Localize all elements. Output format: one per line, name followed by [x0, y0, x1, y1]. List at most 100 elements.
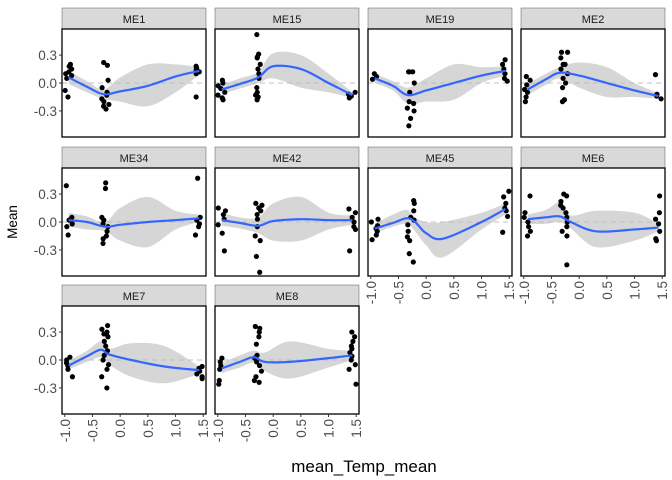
x-tick-label: -1.0 [58, 419, 73, 442]
x-tick-label: 1.0 [322, 419, 337, 438]
facet-panel-me1: ME1 -0.3 0.0 0.3 [34, 7, 207, 138]
smooth-line [374, 69, 506, 97]
data-point [564, 224, 570, 230]
panel-content [521, 49, 665, 105]
data-point [69, 221, 75, 227]
panel-border [520, 167, 666, 277]
smooth-line [68, 69, 200, 96]
smooth-line [221, 218, 353, 227]
data-point [256, 362, 263, 369]
data-point [105, 322, 111, 329]
data-point [255, 66, 261, 72]
data-point [256, 329, 262, 335]
data-point [369, 76, 376, 82]
data-point [215, 205, 221, 211]
data-point [523, 94, 529, 100]
data-point [100, 240, 106, 247]
data-point [220, 211, 226, 218]
data-point [194, 371, 200, 377]
panel-content [215, 323, 359, 387]
panel-border [214, 305, 360, 415]
data-point [62, 87, 68, 94]
data-point [215, 92, 221, 98]
data-point [350, 338, 356, 344]
x-tick-label: 1.5 [502, 281, 517, 300]
x-tick-label: -1.0 [364, 281, 379, 304]
data-point [527, 193, 533, 199]
data-point [254, 359, 260, 365]
facet-strip-label: ME34 [120, 153, 149, 165]
data-point [501, 194, 507, 200]
data-point [104, 385, 110, 391]
data-point [563, 80, 569, 86]
data-point [502, 71, 508, 77]
facet-strip-label: ME19 [426, 14, 455, 26]
data-point [65, 366, 71, 372]
data-point [411, 208, 417, 214]
data-point [560, 61, 566, 67]
x-tick-label: 0.0 [113, 419, 128, 438]
x-tick-label: 0.5 [600, 281, 615, 300]
facet-strip-label: ME1 [123, 14, 146, 26]
data-point [103, 106, 109, 112]
data-point [564, 49, 571, 55]
data-point [500, 229, 506, 235]
data-point [217, 366, 223, 372]
data-point [502, 57, 508, 63]
data-point [253, 92, 259, 98]
smooth-line [68, 217, 200, 228]
y-tick-label: 0.3 [38, 187, 57, 202]
data-point [352, 334, 358, 340]
smooth-line [374, 208, 506, 241]
data-point [254, 55, 260, 61]
confidence-ribbon [374, 63, 506, 105]
data-point [407, 115, 414, 121]
data-point [559, 85, 566, 91]
data-point [411, 200, 417, 206]
data-point [257, 61, 263, 67]
confidence-ribbon [68, 63, 200, 107]
data-point [256, 379, 262, 385]
data-point [253, 200, 259, 206]
data-point [254, 211, 260, 218]
data-point [100, 357, 106, 363]
data-point [254, 31, 260, 38]
data-point [527, 77, 533, 83]
facet-panel-me7: ME7 -0.3 0.0 0.3 -1.0 -0.5 0.0 0.5 1.0 1.5 [34, 284, 211, 442]
y-axis-title: Mean [5, 205, 20, 239]
x-axis-title: mean_Temp_mean [291, 457, 437, 476]
data-point [105, 334, 111, 340]
data-point [560, 205, 566, 211]
data-point [346, 366, 352, 372]
data-point [525, 219, 531, 225]
data-point [411, 108, 417, 114]
x-tick-label: -0.5 [238, 419, 253, 442]
data-point [657, 228, 663, 234]
data-point [411, 80, 417, 86]
data-point [564, 262, 570, 268]
data-point [106, 101, 112, 108]
facet-strip-label: ME15 [273, 14, 302, 26]
y-tick-label: -0.3 [34, 104, 57, 119]
data-point [559, 228, 565, 234]
data-point [558, 55, 564, 61]
data-point [353, 381, 359, 387]
panel-content [62, 322, 206, 391]
confidence-ribbon [221, 51, 353, 98]
data-point [216, 381, 222, 387]
data-point [503, 200, 509, 206]
facet-panel-me15: ME15 [214, 7, 360, 138]
facet-strip-label: ME42 [273, 153, 302, 165]
x-tick-label: 1.5 [196, 419, 211, 438]
facet-strip-label: ME45 [426, 153, 455, 165]
data-point [254, 97, 260, 103]
x-tick-label: 1.0 [169, 419, 184, 438]
data-point [252, 233, 258, 239]
data-point [103, 180, 109, 186]
y-tick-label: 0.3 [38, 48, 57, 63]
data-point [524, 82, 530, 88]
data-point [352, 210, 359, 216]
data-point [99, 374, 105, 380]
